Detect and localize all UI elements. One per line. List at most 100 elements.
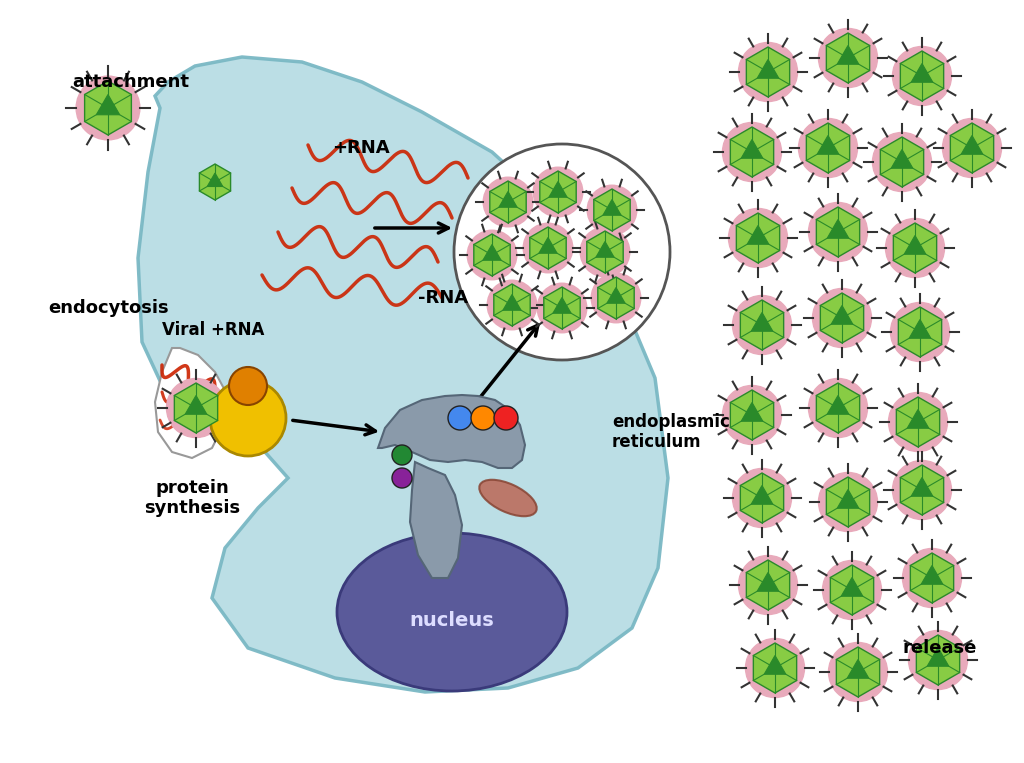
- Polygon shape: [499, 192, 517, 208]
- Polygon shape: [200, 164, 230, 200]
- Polygon shape: [830, 565, 873, 615]
- Polygon shape: [841, 578, 863, 596]
- Polygon shape: [539, 237, 557, 253]
- Circle shape: [723, 123, 781, 182]
- Polygon shape: [752, 485, 773, 504]
- Polygon shape: [540, 171, 577, 213]
- Ellipse shape: [337, 533, 567, 691]
- Polygon shape: [185, 395, 207, 414]
- Circle shape: [818, 28, 878, 88]
- Text: protein
synthesis: protein synthesis: [144, 478, 240, 517]
- Polygon shape: [503, 295, 521, 311]
- Polygon shape: [529, 227, 566, 269]
- Polygon shape: [911, 63, 933, 82]
- Polygon shape: [816, 207, 860, 257]
- Circle shape: [591, 273, 641, 323]
- Polygon shape: [881, 137, 924, 187]
- Text: endocytosis: endocytosis: [48, 299, 169, 317]
- Polygon shape: [896, 397, 940, 447]
- Circle shape: [872, 133, 932, 192]
- Circle shape: [581, 227, 630, 277]
- Text: Viral +RNA: Viral +RNA: [162, 321, 264, 339]
- Polygon shape: [754, 643, 797, 693]
- Polygon shape: [922, 565, 943, 584]
- Polygon shape: [893, 223, 937, 273]
- Circle shape: [76, 76, 140, 140]
- Polygon shape: [474, 234, 510, 276]
- Circle shape: [587, 185, 637, 235]
- Circle shape: [818, 472, 878, 532]
- Polygon shape: [837, 647, 880, 697]
- Circle shape: [167, 378, 225, 437]
- Polygon shape: [741, 403, 763, 421]
- Polygon shape: [838, 490, 859, 508]
- Polygon shape: [596, 242, 614, 257]
- Circle shape: [893, 47, 951, 105]
- Circle shape: [487, 280, 537, 330]
- Circle shape: [889, 392, 947, 452]
- Polygon shape: [900, 51, 944, 101]
- Polygon shape: [746, 47, 790, 97]
- Polygon shape: [907, 410, 929, 428]
- Polygon shape: [741, 140, 763, 158]
- Circle shape: [738, 555, 798, 614]
- Polygon shape: [494, 284, 530, 326]
- Polygon shape: [827, 395, 849, 414]
- Polygon shape: [748, 226, 769, 244]
- Circle shape: [893, 461, 951, 520]
- Circle shape: [886, 218, 944, 278]
- Polygon shape: [752, 313, 773, 331]
- Polygon shape: [740, 300, 783, 350]
- Polygon shape: [483, 244, 501, 260]
- Polygon shape: [820, 293, 863, 343]
- Polygon shape: [962, 136, 983, 154]
- Circle shape: [723, 385, 781, 445]
- Polygon shape: [587, 231, 624, 273]
- Polygon shape: [900, 465, 944, 515]
- Polygon shape: [746, 560, 790, 610]
- Circle shape: [449, 406, 472, 430]
- Circle shape: [809, 378, 867, 437]
- Polygon shape: [838, 46, 859, 64]
- Polygon shape: [847, 659, 868, 678]
- Polygon shape: [155, 348, 228, 458]
- Circle shape: [942, 118, 1001, 178]
- Circle shape: [534, 167, 583, 217]
- Polygon shape: [489, 181, 526, 223]
- Polygon shape: [909, 320, 931, 338]
- Polygon shape: [603, 199, 622, 215]
- Circle shape: [732, 295, 792, 355]
- Circle shape: [229, 367, 267, 405]
- Polygon shape: [730, 390, 774, 440]
- Text: -RNA: -RNA: [418, 289, 468, 307]
- Polygon shape: [816, 383, 860, 433]
- Text: release: release: [903, 639, 977, 657]
- Circle shape: [732, 468, 792, 527]
- Polygon shape: [594, 189, 630, 231]
- Polygon shape: [757, 572, 779, 591]
- Polygon shape: [950, 123, 993, 173]
- Polygon shape: [826, 477, 869, 527]
- Polygon shape: [757, 60, 779, 79]
- Polygon shape: [827, 220, 849, 238]
- Circle shape: [483, 177, 532, 227]
- Circle shape: [471, 406, 495, 430]
- Circle shape: [828, 642, 888, 701]
- Polygon shape: [207, 173, 223, 186]
- Polygon shape: [826, 33, 869, 83]
- Polygon shape: [85, 81, 131, 135]
- Ellipse shape: [479, 480, 537, 517]
- Circle shape: [799, 118, 857, 178]
- Polygon shape: [174, 383, 218, 433]
- Circle shape: [891, 302, 949, 362]
- Circle shape: [908, 630, 968, 690]
- Polygon shape: [910, 553, 953, 603]
- Circle shape: [210, 380, 286, 456]
- Circle shape: [494, 406, 518, 430]
- Polygon shape: [549, 182, 567, 198]
- Circle shape: [902, 549, 962, 607]
- Polygon shape: [730, 127, 774, 177]
- Polygon shape: [378, 395, 525, 468]
- Circle shape: [809, 202, 867, 262]
- Polygon shape: [898, 307, 942, 357]
